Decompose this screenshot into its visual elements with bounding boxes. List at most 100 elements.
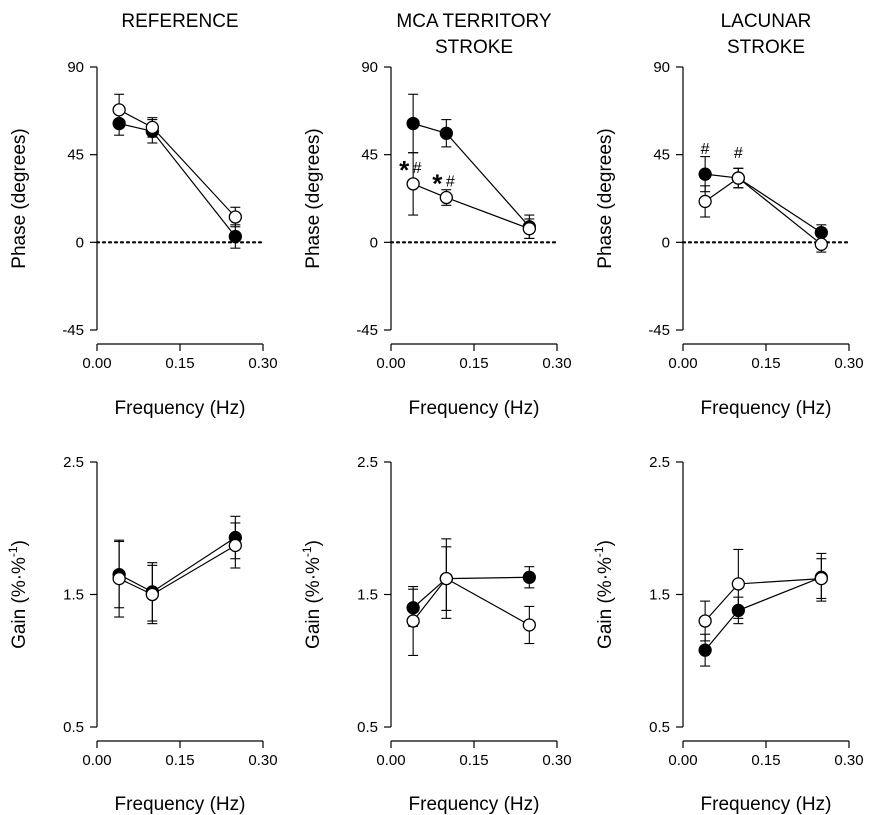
data-point-open	[440, 573, 452, 585]
data-point-filled	[699, 168, 711, 180]
y-axis-title: Gain (%·%-1)	[300, 540, 324, 649]
data-point-open	[523, 619, 535, 631]
significance-hash: #	[413, 160, 422, 177]
x-tick-label: 0.30	[542, 752, 571, 769]
y-axis-title-main: Gain (%·%	[595, 557, 616, 649]
chart-title: REFERENCE	[121, 11, 238, 32]
series-line	[119, 123, 235, 236]
y-tick-label: 0	[76, 234, 84, 251]
y-tick-label: 0.5	[63, 719, 84, 736]
chart-subtitle: STROKE	[727, 37, 805, 58]
y-tick-label: 90	[653, 59, 670, 76]
series-line	[119, 545, 235, 594]
x-axis-title: Frequency (Hz)	[701, 794, 832, 815]
x-tick-label: 0.15	[165, 355, 194, 372]
significance-hash: #	[734, 145, 743, 162]
data-point-filled	[229, 230, 241, 242]
x-tick-label: 0.15	[751, 752, 780, 769]
y-axis-title-end: )	[303, 540, 324, 546]
series-line	[119, 538, 235, 592]
y-tick-label: 0.5	[649, 719, 670, 736]
x-tick-label: 0.00	[82, 355, 111, 372]
y-axis-title: Gain (%·%-1)	[6, 540, 30, 649]
x-tick-label: 0.15	[459, 752, 488, 769]
data-point-open	[229, 539, 241, 551]
x-tick-label: 0.30	[248, 752, 277, 769]
series-line	[705, 178, 821, 244]
x-tick-label: 0.00	[82, 752, 111, 769]
series-line	[705, 577, 821, 650]
y-tick-label: 2.5	[357, 454, 378, 471]
data-point-open	[699, 195, 711, 207]
significance-star: *	[399, 155, 410, 185]
y-tick-label: 90	[361, 59, 378, 76]
chart-title: LACUNAR	[721, 11, 812, 32]
x-axis-title: Frequency (Hz)	[409, 794, 540, 815]
y-tick-label: 2.5	[649, 454, 670, 471]
y-axis-title-end: )	[9, 540, 30, 546]
significance-star: *	[432, 169, 443, 199]
chart-panel: MCA TERRITORY STROKE -45 0 45 90 0.00 0.15 0.30 F…	[303, 11, 572, 419]
y-axis-title-main: Gain (%·%	[9, 557, 30, 649]
y-axis-title-sup: -1	[592, 546, 606, 557]
data-point-filled	[523, 571, 535, 583]
y-axis-title: Phase (degrees)	[595, 128, 616, 268]
data-point-open	[113, 573, 125, 585]
y-axis-title-end: )	[595, 540, 616, 546]
y-tick-label: 45	[67, 147, 84, 164]
significance-hash: #	[446, 174, 455, 191]
y-tick-label: 0	[370, 234, 378, 251]
x-tick-label: 0.15	[165, 752, 194, 769]
x-axis-title: Frequency (Hz)	[701, 398, 832, 419]
y-tick-label: -45	[356, 322, 378, 339]
chart-panel: 0.5 1.5 2.5 0.00 0.15 0.30 Frequency (Hz) Gain …	[592, 454, 864, 815]
y-axis-title: Phase (degrees)	[9, 128, 30, 268]
chart-title: MCA TERRITORY	[396, 11, 552, 32]
data-point-open	[815, 238, 827, 250]
x-tick-label: 0.30	[248, 355, 277, 372]
data-point-filled	[440, 127, 452, 139]
data-point-open	[523, 223, 535, 235]
data-point-open	[732, 172, 744, 184]
y-tick-label: 0.5	[357, 719, 378, 736]
y-tick-label: 1.5	[649, 587, 670, 604]
y-axis-title-sup: -1	[300, 546, 314, 557]
data-point-filled	[699, 644, 711, 656]
x-tick-label: 0.30	[542, 355, 571, 372]
y-axis-title: Gain (%·%-1)	[592, 540, 616, 649]
y-axis-title-sup: -1	[6, 546, 20, 557]
x-tick-label: 0.15	[459, 355, 488, 372]
x-axis-title: Frequency (Hz)	[115, 794, 246, 815]
x-tick-label: 0.30	[834, 752, 863, 769]
y-tick-label: -45	[62, 322, 84, 339]
y-axis-title: Phase (degrees)	[303, 128, 324, 268]
x-tick-label: 0.00	[668, 355, 697, 372]
chart-panel: 0.5 1.5 2.5 0.00 0.15 0.30 Frequency (Hz) Gain …	[300, 454, 572, 815]
data-point-open	[407, 615, 419, 627]
y-tick-label: 1.5	[63, 587, 84, 604]
series-line	[705, 579, 821, 621]
y-axis-title-main: Phase (degrees)	[303, 128, 324, 268]
y-tick-label: -45	[648, 322, 670, 339]
chart-panel: REFERENCE -45 0 45 90 0.00 0.15 0.30 Frequency (…	[9, 11, 278, 419]
x-tick-label: 0.15	[751, 355, 780, 372]
series-line	[413, 579, 529, 625]
data-point-filled	[407, 117, 419, 129]
x-tick-label: 0.30	[834, 355, 863, 372]
data-point-open	[146, 121, 158, 133]
data-point-open	[146, 589, 158, 601]
x-axis-title: Frequency (Hz)	[115, 398, 246, 419]
series-line	[413, 123, 529, 226]
y-axis-title-main: Gain (%·%	[303, 557, 324, 649]
y-tick-label: 45	[361, 147, 378, 164]
significance-hash: #	[701, 141, 710, 158]
y-tick-label: 2.5	[63, 454, 84, 471]
x-tick-label: 0.00	[376, 752, 405, 769]
y-tick-label: 45	[653, 147, 670, 164]
data-point-open	[113, 104, 125, 116]
chart-panel: 0.5 1.5 2.5 0.00 0.15 0.30 Frequency (Hz) Gain …	[6, 454, 278, 815]
y-tick-label: 0	[662, 234, 670, 251]
data-point-open	[229, 211, 241, 223]
data-point-open	[815, 573, 827, 585]
